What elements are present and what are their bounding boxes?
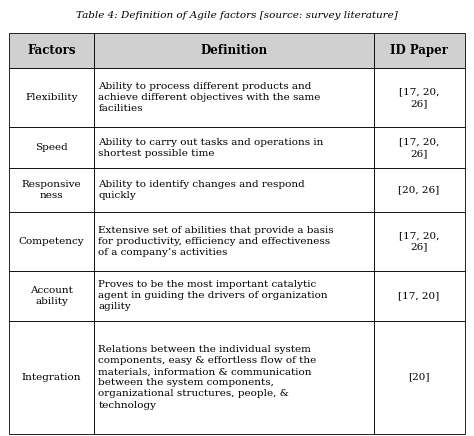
Text: [17, 20,
26]: [17, 20, 26] (399, 88, 439, 108)
Bar (9, 321, 94, 434)
Bar (9, 168, 94, 212)
Text: Definition: Definition (200, 44, 267, 57)
Bar (94, 321, 374, 434)
Bar (9, 212, 94, 271)
Bar (374, 33, 465, 68)
Text: Integration: Integration (22, 373, 82, 382)
Text: Account
ability: Account ability (30, 286, 73, 306)
Text: Relations between the individual system
components, easy & effortless flow of th: Relations between the individual system … (99, 345, 317, 409)
Text: Ability to process different products and
achieve different objectives with the : Ability to process different products an… (99, 82, 321, 113)
Bar (374, 127, 465, 168)
Bar (374, 321, 465, 434)
Text: Flexibility: Flexibility (25, 93, 78, 102)
Bar (94, 68, 374, 127)
Text: Ability to identify changes and respond
quickly: Ability to identify changes and respond … (99, 180, 305, 200)
Text: Table 4: Definition of Agile factors [source: survey literature]: Table 4: Definition of Agile factors [so… (76, 11, 398, 20)
Text: [17, 20]: [17, 20] (398, 291, 440, 300)
Text: [20, 26]: [20, 26] (398, 186, 440, 195)
Bar (374, 68, 465, 127)
Text: [20]: [20] (408, 373, 430, 382)
Text: Proves to be the most important catalytic
agent in guiding the drivers of organi: Proves to be the most important catalyti… (99, 280, 328, 311)
Bar (9, 127, 94, 168)
Bar (94, 33, 374, 68)
Bar (94, 168, 374, 212)
Bar (9, 271, 94, 321)
Bar (94, 271, 374, 321)
Text: Factors: Factors (27, 44, 76, 57)
Text: [17, 20,
26]: [17, 20, 26] (399, 138, 439, 158)
Text: [17, 20,
26]: [17, 20, 26] (399, 231, 439, 252)
Bar (9, 33, 94, 68)
Bar (374, 271, 465, 321)
Text: Responsive
ness: Responsive ness (22, 180, 82, 200)
Text: Ability to carry out tasks and operations in
shortest possible time: Ability to carry out tasks and operation… (99, 138, 324, 158)
Text: ID Paper: ID Paper (390, 44, 448, 57)
Text: Competency: Competency (19, 237, 84, 246)
Bar (374, 168, 465, 212)
Text: Extensive set of abilities that provide a basis
for productivity, efficiency and: Extensive set of abilities that provide … (99, 226, 334, 257)
Bar (94, 127, 374, 168)
Bar (9, 68, 94, 127)
Text: Speed: Speed (35, 143, 68, 152)
Bar (94, 212, 374, 271)
Bar (374, 212, 465, 271)
